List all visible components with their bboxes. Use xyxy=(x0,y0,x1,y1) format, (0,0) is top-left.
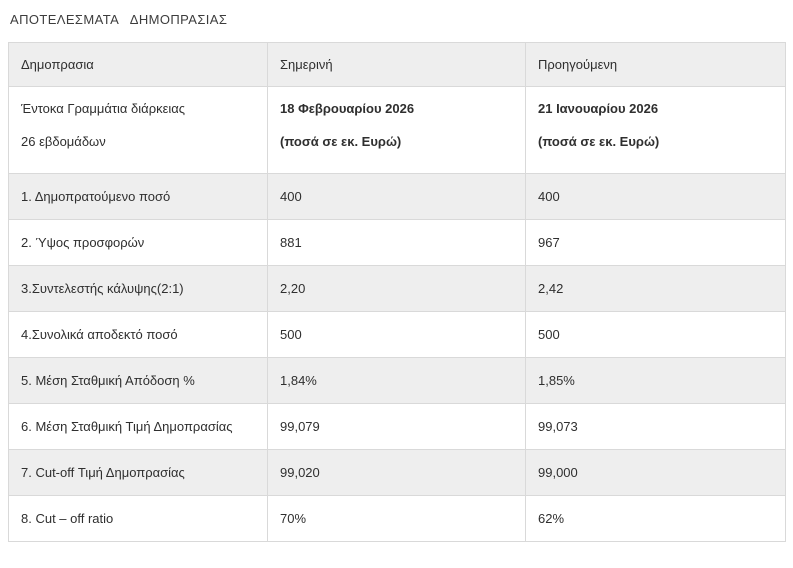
row-label-cell: 8. Cut – off ratio xyxy=(8,495,268,542)
row-previous-cell: 62% xyxy=(525,495,786,542)
row-previous-cell: 400 xyxy=(525,173,786,220)
security-type-line1: Έντοκα Γραμμάτια διάρκειας xyxy=(21,101,186,116)
row-current-cell: 400 xyxy=(267,173,526,220)
previous-units-note: (ποσά σε εκ. Ευρώ) xyxy=(538,134,660,149)
current-date: 18 Φεβρουαρίου 2026 xyxy=(280,101,415,116)
row-label-cell: 6. Μέση Σταθμική Τιμή Δημοπρασίας xyxy=(8,403,268,450)
previous-date: 21 Ιανουαρίου 2026 xyxy=(538,101,659,116)
row-label-cell: 7. Cut-off Τιμή Δημοπρασίας xyxy=(8,449,268,496)
row-label-cell: 5. Μέση Σταθμική Απόδοση % xyxy=(8,357,268,404)
table-row: 7. Cut-off Τιμή Δημοπρασίας 99,020 99,00… xyxy=(8,449,786,496)
row-previous-cell: 99,000 xyxy=(525,449,786,496)
table-row: 4.Συνολικά αποδεκτό ποσό 500 500 xyxy=(8,311,786,358)
row-current-cell: 500 xyxy=(267,311,526,358)
col-header-auction: Δημοπρασια xyxy=(8,42,268,87)
table-row: 3.Συντελεστής κάλυψης(2:1) 2,20 2,42 xyxy=(8,265,786,312)
page-title: ΑΠΟΤΕΛΕΣΜΑΤΑ ΔΗΜΟΠΡΑΣΙΑΣ xyxy=(10,12,228,27)
row-previous-cell: 99,073 xyxy=(525,403,786,450)
row-current-cell: 881 xyxy=(267,219,526,266)
row-previous-cell: 2,42 xyxy=(525,265,786,312)
row-label-cell: 3.Συντελεστής κάλυψης(2:1) xyxy=(8,265,268,312)
row-label-cell: 1. Δημοπρατούμενο ποσό xyxy=(8,173,268,220)
current-date-cell: 18 Φεβρουαρίου 2026 (ποσά σε εκ. Ευρώ) xyxy=(267,86,526,174)
row-previous-cell: 967 xyxy=(525,219,786,266)
table-subheader-row: Έντοκα Γραμμάτια διάρκειας 26 εβδομάδων … xyxy=(8,86,786,174)
row-label-cell: 4.Συνολικά αποδεκτό ποσό xyxy=(8,311,268,358)
col-header-current: Σημερινή xyxy=(267,42,526,87)
table-row: 1. Δημοπρατούμενο ποσό 400 400 xyxy=(8,173,786,220)
row-previous-cell: 1,85% xyxy=(525,357,786,404)
row-current-cell: 99,020 xyxy=(267,449,526,496)
col-header-previous: Προηγούμενη xyxy=(525,42,786,87)
row-current-cell: 2,20 xyxy=(267,265,526,312)
table-row: 8. Cut – off ratio 70% 62% xyxy=(8,495,786,542)
previous-date-cell: 21 Ιανουαρίου 2026 (ποσά σε εκ. Ευρώ) xyxy=(525,86,786,174)
table-header-row: Δημοπρασια Σημερινή Προηγούμενη xyxy=(8,42,786,87)
auction-results-table: Δημοπρασια Σημερινή Προηγούμενη Έντοκα Γ… xyxy=(8,42,786,542)
table-row: 6. Μέση Σταθμική Τιμή Δημοπρασίας 99,079… xyxy=(8,403,786,450)
current-units-note: (ποσά σε εκ. Ευρώ) xyxy=(280,134,402,149)
row-current-cell: 1,84% xyxy=(267,357,526,404)
security-type-line2: 26 εβδομάδων xyxy=(21,134,106,149)
row-current-cell: 70% xyxy=(267,495,526,542)
security-type-cell: Έντοκα Γραμμάτια διάρκειας 26 εβδομάδων xyxy=(8,86,268,174)
table-row: 2. Ύψος προσφορών 881 967 xyxy=(8,219,786,266)
table-row: 5. Μέση Σταθμική Απόδοση % 1,84% 1,85% xyxy=(8,357,786,404)
row-label-cell: 2. Ύψος προσφορών xyxy=(8,219,268,266)
row-previous-cell: 500 xyxy=(525,311,786,358)
row-current-cell: 99,079 xyxy=(267,403,526,450)
